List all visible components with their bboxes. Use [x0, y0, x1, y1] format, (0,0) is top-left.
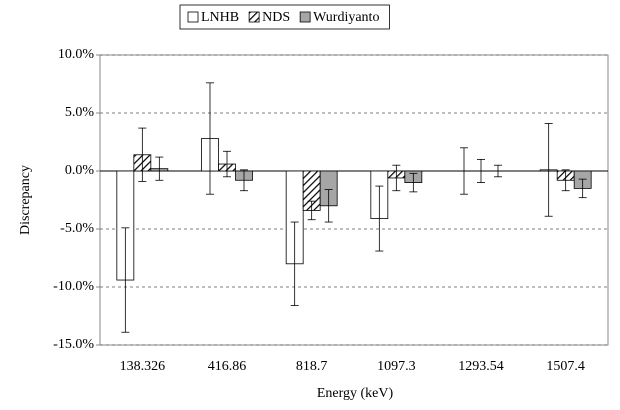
- error-bar: [392, 164, 401, 192]
- x-tick-label: 1507.4: [546, 359, 585, 374]
- legend: LNHB NDS Wurdiyanto: [187, 10, 379, 25]
- legend-swatch: [187, 11, 199, 23]
- error-bar: [460, 147, 468, 195]
- error-bar: [155, 156, 164, 181]
- y-axis-label: Discrepancy: [18, 165, 33, 235]
- error-bar: [494, 164, 502, 178]
- legend-swatch: [248, 11, 260, 23]
- error-bar: [409, 172, 418, 193]
- y-tick-label: 10.0%: [58, 47, 95, 62]
- y-tick-label: 5.0%: [65, 105, 95, 120]
- error-bar: [223, 150, 231, 178]
- legend-label: Wurdiyanto: [313, 10, 379, 25]
- x-tick-label: 1097.3: [377, 359, 416, 374]
- legend-box: [179, 4, 390, 30]
- y-tick-label: 0.0%: [65, 163, 95, 178]
- y-tick-label: -10.0%: [53, 279, 94, 294]
- y-tick-label: -5.0%: [60, 221, 94, 236]
- error-bar: [240, 169, 248, 192]
- x-axis-label: Energy (keV): [317, 386, 394, 401]
- error-bar: [290, 221, 299, 306]
- error-bar: [121, 227, 130, 333]
- x-tick-label: 138.326: [120, 359, 166, 374]
- error-bar: [561, 169, 570, 192]
- plot-frame: [99, 54, 609, 346]
- x-tick-label: 818.7: [296, 359, 328, 374]
- error-bar: [206, 82, 214, 195]
- legend-swatch: [299, 11, 311, 23]
- legend-label: NDS: [262, 10, 290, 25]
- error-bar: [138, 127, 147, 182]
- x-tick-label: 416.86: [208, 359, 247, 374]
- y-tick-label: -15.0%: [53, 337, 94, 352]
- error-bar: [477, 158, 485, 184]
- x-tick-label: 1293.54: [458, 359, 504, 374]
- error-bar: [307, 200, 316, 221]
- error-bar: [324, 189, 333, 223]
- error-bar: [544, 123, 553, 217]
- error-bar: [578, 178, 587, 199]
- legend-label: LNHB: [201, 10, 239, 25]
- error-bar: [375, 185, 384, 252]
